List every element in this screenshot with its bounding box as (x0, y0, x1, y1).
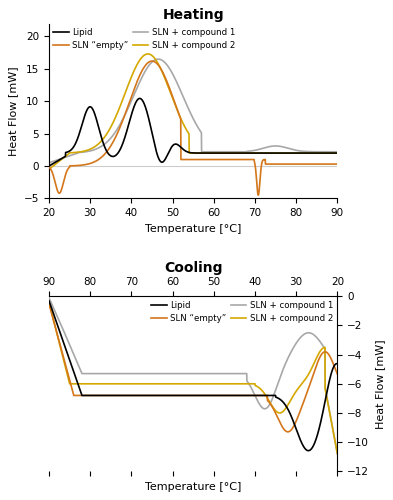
X-axis label: Temperature [°C]: Temperature [°C] (145, 482, 241, 492)
Y-axis label: Heat Flow [mW]: Heat Flow [mW] (8, 66, 18, 156)
Legend: Lipid, SLN “empty”, SLN + compound 1, SLN + compound 2: Lipid, SLN “empty”, SLN + compound 1, SL… (151, 300, 333, 323)
Legend: Lipid, SLN “empty”, SLN + compound 1, SLN + compound 2: Lipid, SLN “empty”, SLN + compound 1, SL… (53, 28, 235, 50)
Y-axis label: Heat Flow [mW]: Heat Flow [mW] (375, 339, 385, 428)
X-axis label: Temperature [°C]: Temperature [°C] (145, 224, 241, 234)
Title: Heating: Heating (162, 8, 224, 22)
Title: Cooling: Cooling (164, 262, 222, 276)
